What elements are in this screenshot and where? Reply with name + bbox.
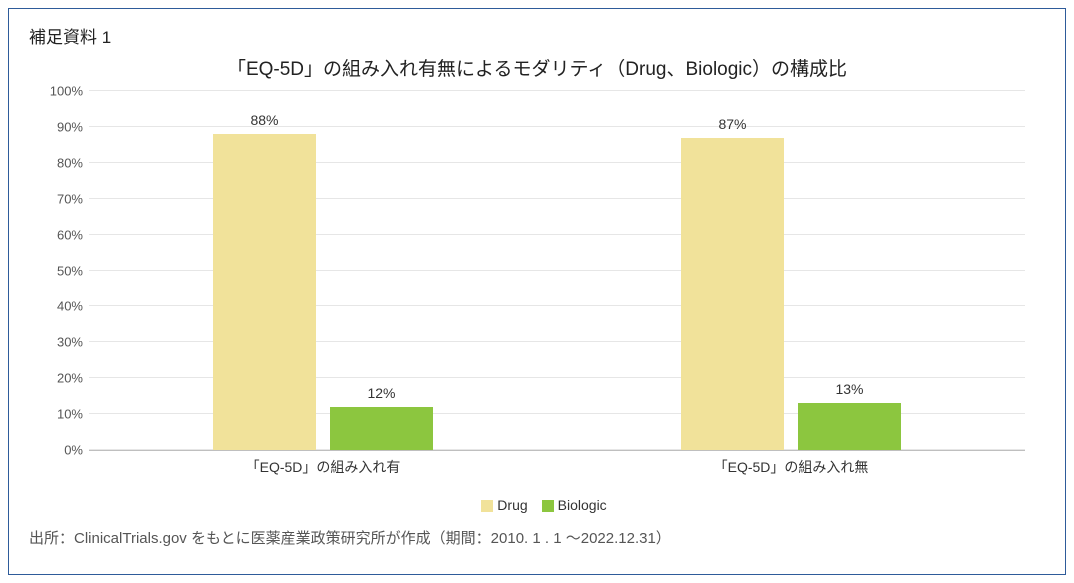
y-tick-label: 20%	[37, 371, 83, 386]
bar-biologic: 13%	[798, 403, 901, 450]
legend-swatch	[542, 500, 554, 512]
gridline	[89, 90, 1025, 91]
bar-value-label: 88%	[213, 112, 316, 128]
legend-swatch	[481, 500, 493, 512]
legend-label: Drug	[497, 497, 527, 513]
bar-drug: 87%	[681, 138, 784, 450]
bar-value-label: 13%	[798, 381, 901, 397]
bar-value-label: 12%	[330, 385, 433, 401]
y-tick-label: 100%	[37, 84, 83, 99]
source-note: 出所：ClinicalTrials.gov をもとに医薬産業政策研究所が作成（期…	[29, 527, 1045, 548]
bar-value-label: 87%	[681, 116, 784, 132]
chart-title: 「EQ-5D」の組み入れ有無によるモダリティ（Drug、Biologic）の構成…	[29, 54, 1045, 81]
chart-area: 0%10%20%30%40%50%60%70%80%90%100%88%12%8…	[89, 91, 1025, 491]
y-tick-label: 90%	[37, 119, 83, 134]
x-category-label: 「EQ-5D」の組み入れ有	[246, 457, 401, 477]
y-tick-label: 30%	[37, 335, 83, 350]
x-category-label: 「EQ-5D」の組み入れ無	[714, 457, 869, 477]
y-tick-label: 10%	[37, 407, 83, 422]
legend: Drug Biologic	[29, 497, 1045, 513]
bar-drug: 88%	[213, 134, 316, 450]
y-tick-label: 0%	[37, 443, 83, 458]
y-tick-label: 40%	[37, 299, 83, 314]
plot-region: 0%10%20%30%40%50%60%70%80%90%100%88%12%8…	[89, 91, 1025, 451]
header-label: 補足資料 1	[29, 23, 1045, 48]
legend-label: Biologic	[558, 497, 607, 513]
y-tick-label: 60%	[37, 227, 83, 242]
document-frame: 補足資料 1 「EQ-5D」の組み入れ有無によるモダリティ（Drug、Biolo…	[8, 8, 1066, 575]
y-tick-label: 70%	[37, 191, 83, 206]
y-tick-label: 50%	[37, 263, 83, 278]
bar-biologic: 12%	[330, 407, 433, 450]
y-tick-label: 80%	[37, 155, 83, 170]
